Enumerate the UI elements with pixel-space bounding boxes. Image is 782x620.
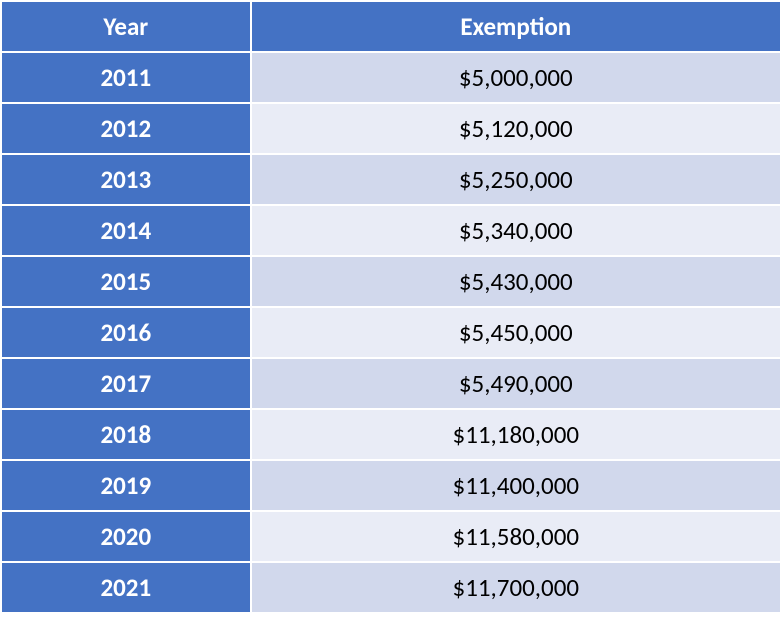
exemption-cell: $5,430,000 bbox=[251, 256, 781, 307]
exemption-cell: $11,700,000 bbox=[251, 562, 781, 613]
table-row: 2012 $5,120,000 bbox=[1, 103, 781, 154]
year-cell: 2012 bbox=[1, 103, 251, 154]
year-cell: 2014 bbox=[1, 205, 251, 256]
table-row: 2016 $5,450,000 bbox=[1, 307, 781, 358]
year-cell: 2013 bbox=[1, 154, 251, 205]
exemption-cell: $5,250,000 bbox=[251, 154, 781, 205]
exemption-cell: $5,450,000 bbox=[251, 307, 781, 358]
exemption-cell: $5,340,000 bbox=[251, 205, 781, 256]
table-header-row: Year Exemption bbox=[1, 1, 781, 52]
table-row: 2017 $5,490,000 bbox=[1, 358, 781, 409]
exemption-cell: $5,490,000 bbox=[251, 358, 781, 409]
year-cell: 2015 bbox=[1, 256, 251, 307]
header-exemption: Exemption bbox=[251, 1, 781, 52]
table-row: 2021 $11,700,000 bbox=[1, 562, 781, 613]
exemption-cell: $11,180,000 bbox=[251, 409, 781, 460]
year-cell: 2016 bbox=[1, 307, 251, 358]
table-row: 2019 $11,400,000 bbox=[1, 460, 781, 511]
exemption-cell: $11,400,000 bbox=[251, 460, 781, 511]
table-row: 2013 $5,250,000 bbox=[1, 154, 781, 205]
exemption-cell: $11,580,000 bbox=[251, 511, 781, 562]
table-row: 2018 $11,180,000 bbox=[1, 409, 781, 460]
year-cell: 2017 bbox=[1, 358, 251, 409]
year-cell: 2021 bbox=[1, 562, 251, 613]
exemption-table-container: Year Exemption 2011 $5,000,000 2012 $5,1… bbox=[0, 0, 782, 614]
header-year: Year bbox=[1, 1, 251, 52]
exemption-table: Year Exemption 2011 $5,000,000 2012 $5,1… bbox=[0, 0, 782, 614]
exemption-cell: $5,120,000 bbox=[251, 103, 781, 154]
table-row: 2014 $5,340,000 bbox=[1, 205, 781, 256]
year-cell: 2018 bbox=[1, 409, 251, 460]
exemption-cell: $5,000,000 bbox=[251, 52, 781, 103]
year-cell: 2019 bbox=[1, 460, 251, 511]
year-cell: 2011 bbox=[1, 52, 251, 103]
year-cell: 2020 bbox=[1, 511, 251, 562]
table-row: 2020 $11,580,000 bbox=[1, 511, 781, 562]
table-row: 2015 $5,430,000 bbox=[1, 256, 781, 307]
table-row: 2011 $5,000,000 bbox=[1, 52, 781, 103]
